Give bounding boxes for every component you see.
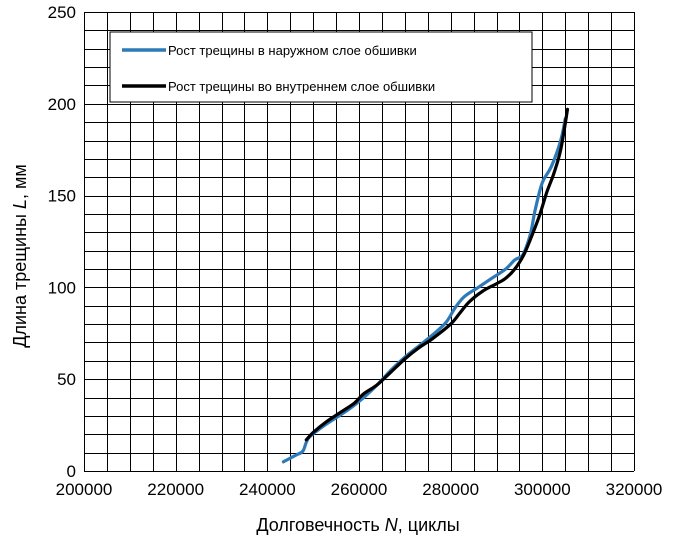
y-tick-label: 200	[48, 95, 76, 114]
legend-label-outer: Рост трещины в наружном слое обшивки	[168, 43, 417, 58]
y-tick-label: 0	[67, 462, 76, 481]
x-tick-label: 260000	[331, 480, 388, 499]
tick-labels: 200000 220000 240000 260000 280000 300000 3200…	[48, 3, 663, 499]
series-layer	[281, 107, 570, 464]
x-tick-label: 300000	[514, 480, 571, 499]
x-tick-label: 320000	[606, 480, 663, 499]
y-axis-label: Длина трещины L, мм	[10, 164, 30, 348]
legend: Рост трещины в наружном слое обшивки Рос…	[109, 31, 533, 103]
x-tick-label: 220000	[147, 480, 204, 499]
x-tick-label: 200000	[56, 480, 113, 499]
series-line-inner-layer	[304, 107, 570, 442]
series-line-outer-layer	[281, 116, 567, 464]
y-tick-label: 250	[48, 3, 76, 22]
x-tick-label: 280000	[422, 480, 479, 499]
y-tick-label: 50	[57, 370, 76, 389]
legend-label-inner: Рост трещины во внутреннем слое обшивки	[168, 79, 435, 94]
y-tick-label: 150	[48, 187, 76, 206]
x-tick-label: 240000	[239, 480, 296, 499]
legend-box	[109, 31, 533, 103]
x-axis-label: Долговечность N, циклы	[256, 515, 459, 535]
y-tick-label: 100	[48, 278, 76, 297]
